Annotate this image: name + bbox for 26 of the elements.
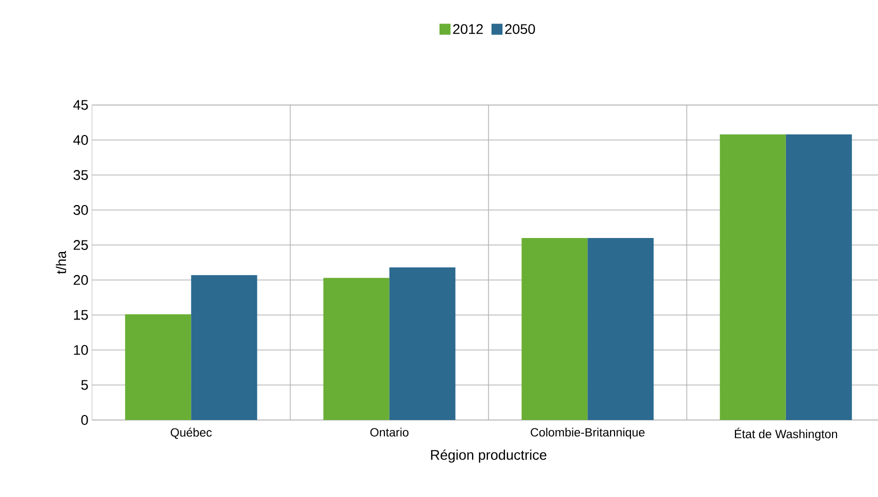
y-tick-label: 30 [73, 205, 88, 215]
y-tick-label: 10 [74, 345, 88, 355]
y-tick-label: 40 [73, 135, 88, 145]
x-axis-title: Région productrice [431, 449, 546, 463]
y-tick-label: 20 [74, 275, 88, 285]
y-tick-label: 0 [81, 415, 88, 425]
bar [720, 134, 786, 420]
legend-label: 2050 [505, 24, 535, 34]
bar [125, 314, 192, 420]
x-tick-label: Colombie-Britannique [530, 428, 645, 439]
y-tick-label: 15 [74, 310, 88, 320]
bar [389, 267, 456, 420]
legend-label: 2012 [453, 24, 483, 34]
y-axis-title: t/ha [56, 250, 66, 274]
x-tick-label: Québec [170, 428, 212, 439]
y-tick-label: 45 [73, 100, 88, 110]
x-tick-label: État de Washington [734, 428, 838, 441]
bar [191, 275, 258, 420]
bar [522, 238, 588, 420]
bar [786, 134, 852, 420]
y-tick-label: 25 [74, 240, 88, 250]
y-tick-label: 35 [73, 170, 88, 180]
bar [588, 238, 654, 420]
x-tick-label: Ontario [370, 428, 408, 437]
y-tick-label: 5 [81, 380, 88, 390]
bar [323, 278, 390, 420]
